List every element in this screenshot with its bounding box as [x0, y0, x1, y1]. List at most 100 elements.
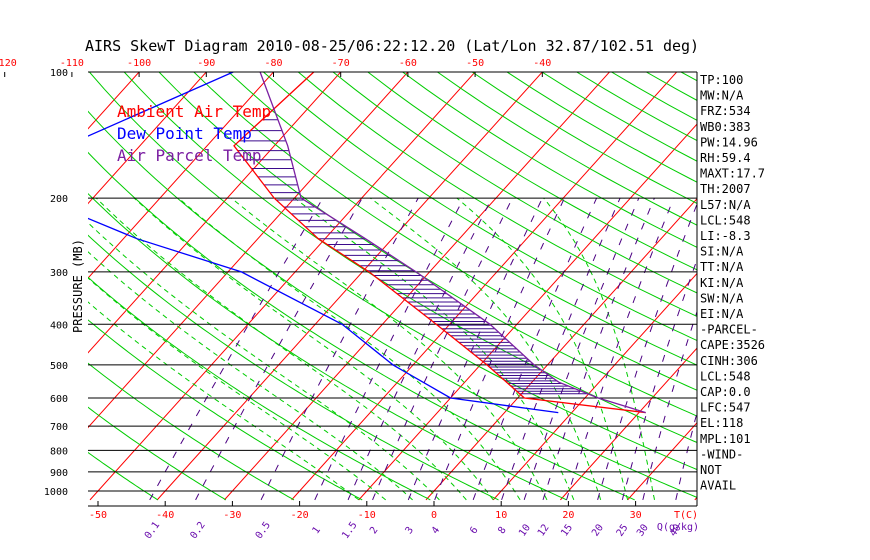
isobars: 100 200 300 400 500 600 700 800 900 1000	[44, 68, 697, 498]
isotherm-line	[829, 63, 870, 500]
grid-lines	[0, 63, 870, 501]
axes: -120-110-100-90-80-70-60-50-40-50-40-30-…	[0, 58, 699, 541]
isotherm-line	[627, 422, 697, 501]
dry-adiabat-line	[437, 72, 697, 226]
profile-line	[259, 72, 646, 414]
dry-adiabat-line	[367, 72, 697, 271]
mixing-ratio-label: 6	[468, 525, 480, 536]
mixing-ratio-label: 0.2	[188, 520, 207, 541]
isotherm-line	[88, 72, 409, 429]
profile-line	[233, 72, 646, 414]
legend-entry: Air Parcel Temp	[117, 146, 262, 165]
dry-adiabat-line	[88, 110, 697, 498]
isotherm-line	[156, 72, 543, 501]
dry-adiabat-line	[88, 406, 227, 501]
mixing-ratio-label: 8	[496, 525, 508, 536]
stat-item: LI:-8.3	[700, 229, 751, 243]
pressure-tick-label: 200	[50, 194, 68, 205]
mixing-ratio-label: 15	[559, 522, 575, 538]
moist-adiabat-line	[231, 197, 548, 501]
dry-adiabat-line	[88, 192, 567, 501]
stat-item: CAPE:3526	[700, 338, 765, 352]
isotherm-line	[291, 72, 678, 501]
stat-item: PW:14.96	[700, 135, 758, 149]
moist-adiabat-line	[95, 197, 467, 501]
stat-item: SW:N/A	[700, 291, 744, 305]
top-temp-label: -60	[399, 58, 417, 69]
mixing-ratio-label: 4	[430, 525, 442, 536]
bottom-temp-label: 0	[431, 510, 437, 521]
pressure-tick-label: 900	[50, 468, 68, 479]
legend: Ambient Air Temp Dew Point Temp Air Parcel…	[117, 102, 271, 165]
stat-item: MAXT:17.7	[700, 167, 765, 181]
mixing-ratio-line	[542, 197, 655, 501]
stat-item: TT:N/A	[700, 260, 744, 274]
isotherm-line	[492, 272, 697, 501]
y-axis-label: PRESSURE (MB)	[71, 239, 85, 333]
pressure-tick-label: 1000	[44, 487, 68, 498]
mixing-ratio-label: 2	[368, 525, 380, 536]
bottom-temp-label: 30	[630, 510, 642, 521]
dry-adiabat-line	[193, 72, 697, 391]
mixing-ratio-label: 1.5	[340, 520, 359, 541]
mixing-ratio-label: 10	[517, 522, 533, 538]
dry-adiabat-line	[89, 72, 697, 471]
isotherm-line	[425, 198, 697, 501]
pressure-tick-label: 300	[50, 268, 68, 279]
pressure-tick-label: 700	[50, 422, 68, 433]
isotherm-line	[0, 63, 80, 500]
stat-item: RH:59.4	[700, 151, 751, 165]
mixing-ratio-line	[523, 197, 640, 501]
isotherm-line	[762, 63, 870, 500]
stat-item: CINH:306	[700, 354, 758, 368]
dry-adiabat-line	[471, 72, 697, 204]
stat-item: TH:2007	[700, 182, 751, 196]
mixing-ratio-line	[597, 202, 697, 501]
moist-adiabat-line	[88, 222, 440, 501]
bottom-temp-label: -30	[223, 510, 241, 521]
moist-adiabat-line	[88, 301, 360, 501]
top-temp-label: -40	[533, 58, 551, 69]
moist-adiabat-line	[294, 197, 575, 501]
top-temp-label: -90	[197, 58, 215, 69]
dry-adiabat-line	[263, 72, 697, 342]
bottom-temp-label: -20	[291, 510, 309, 521]
dry-adiabat-line	[88, 151, 635, 501]
mixing-ratio-line	[372, 197, 513, 501]
stat-item: MPL:101	[700, 432, 751, 446]
mixing-ratio-line	[566, 197, 675, 501]
mixing-ratio-unit-label: Q(g/kg)	[657, 522, 699, 533]
moist-adiabat-line	[456, 197, 629, 501]
mixing-ratio-line	[434, 197, 565, 501]
dry-adiabat-line	[646, 72, 697, 101]
dry-adiabat-line	[332, 72, 697, 294]
mixing-ratio-line	[347, 197, 493, 501]
temperature-unit-label: T(C)	[674, 510, 698, 521]
moist-adiabat-line	[133, 197, 494, 501]
mixing-ratio-label: 3	[404, 525, 416, 536]
mixing-ratio-label: 12	[536, 522, 552, 538]
stat-item: WB0:383	[700, 120, 751, 134]
mixing-ratio-line	[314, 197, 465, 501]
mixing-ratio-line	[407, 197, 543, 501]
mixing-ratio-label: 0.5	[254, 520, 273, 541]
mixing-ratio-label: 30	[635, 522, 651, 538]
legend-entry: Ambient Air Temp	[117, 102, 271, 121]
dry-adiabat-line	[297, 72, 697, 317]
stat-item: EI:N/A	[700, 307, 744, 321]
mixing-ratio-label: 20	[590, 522, 606, 538]
pressure-tick-label: 800	[50, 446, 68, 457]
dry-adiabat-line	[402, 72, 697, 248]
mixing-ratio-line	[621, 258, 697, 501]
dry-adiabat-line	[88, 234, 499, 501]
cape-hatch-region	[237, 119, 588, 395]
dry-adiabat-line	[88, 276, 431, 501]
stat-item: AVAIL	[700, 479, 736, 493]
stat-item: NOT	[700, 463, 722, 477]
moist-adiabat-line	[88, 277, 387, 501]
moist-adiabat-line	[88, 251, 413, 501]
mixing-ratio-label: 1	[311, 525, 323, 536]
top-temp-label: -120	[0, 58, 17, 69]
bottom-temp-label: 20	[562, 510, 574, 521]
